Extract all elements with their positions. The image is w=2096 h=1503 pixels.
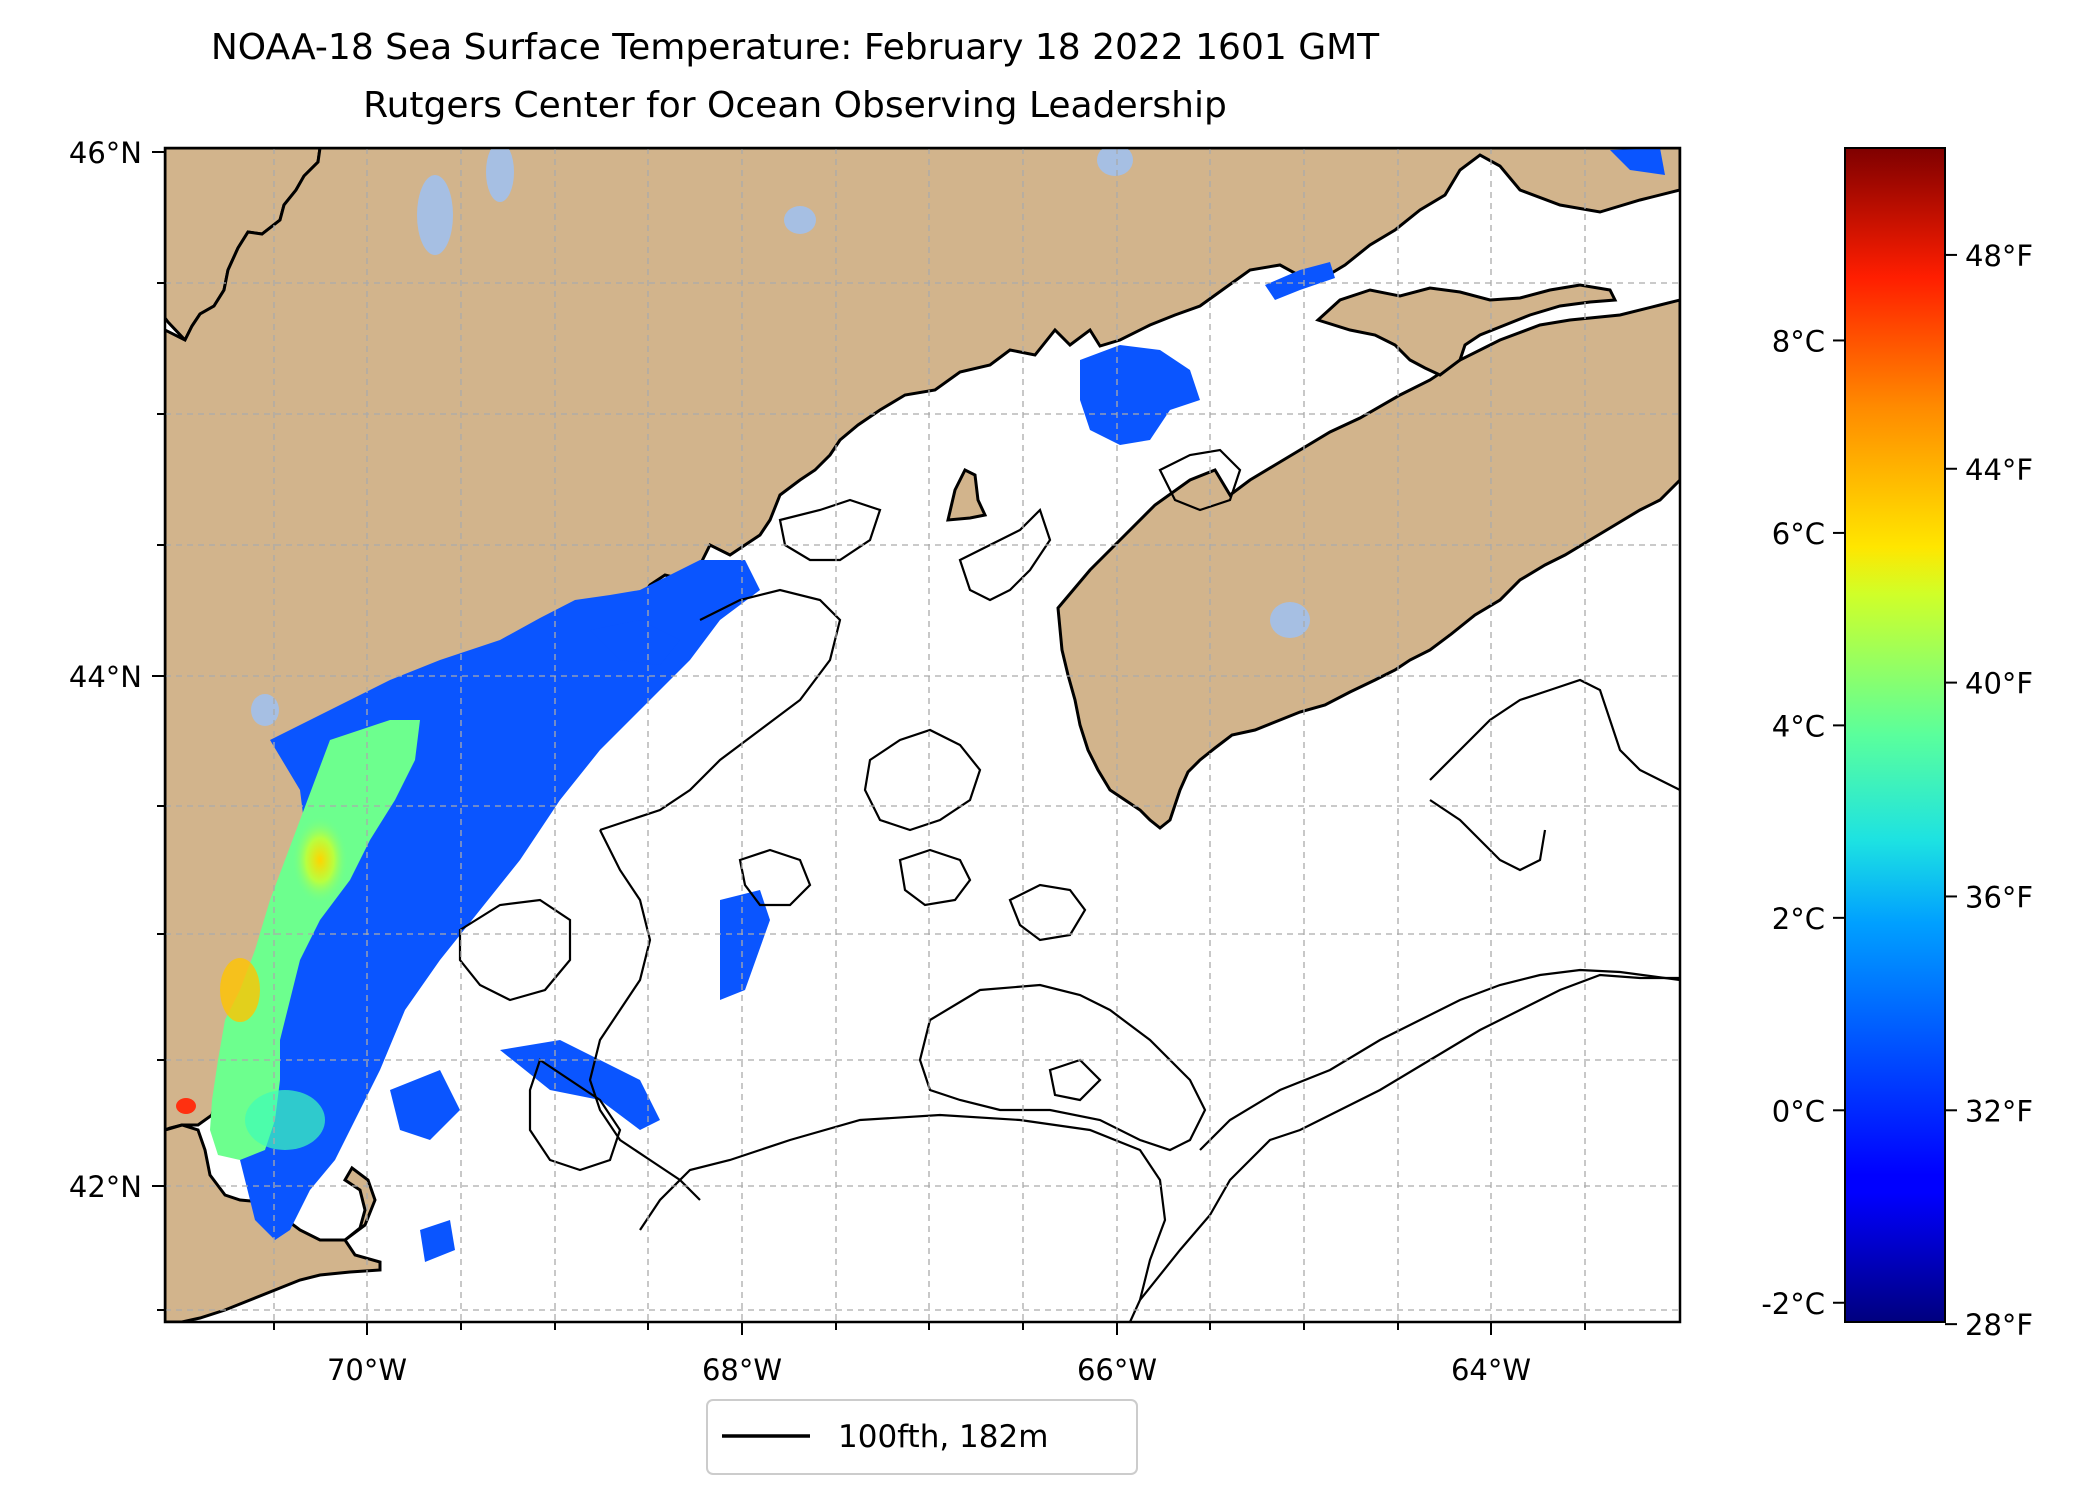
colorbar-label-celsius: 4°C [1772,709,1825,743]
lake [486,148,514,202]
colorbar-label-celsius: -2°C [1761,1287,1825,1321]
colorbar: -2°C 0°C 2°C 4°C 6°C 8°C 28°F 32°F 36°F 40°F 44°F 4… [1761,147,2033,1342]
colorbar-label-fahrenheit: 40°F [1965,667,2033,701]
lon-label: 64°W [1451,1353,1531,1387]
lon-label: 70°W [327,1353,407,1387]
colorbar-label-fahrenheit: 32°F [1965,1094,2033,1128]
lat-label: 42°N [69,1170,142,1204]
sst-warm-spot [220,958,260,1022]
gridlines [165,148,1680,1322]
land-grand-manan [946,467,988,522]
legend: 100fth, 182m [706,1399,1138,1475]
lakes [251,148,1310,726]
sst-warm-spot [245,1090,325,1150]
legend-label: 100fth, 182m [838,1419,1048,1455]
colorbar-label-celsius: 6°C [1772,517,1825,551]
lon-label: 68°W [702,1353,782,1387]
land-pei [1315,283,1618,377]
lat-label: 44°N [69,660,142,694]
colorbar-label-fahrenheit: 44°F [1965,453,2033,487]
map-frame [163,146,1682,1324]
lon-label: 66°W [1077,1353,1157,1387]
map-title: NOAA-18 Sea Surface Temperature: Februar… [210,27,1380,68]
land-nova-scotia [1056,298,1680,830]
colorbar-label-fahrenheit: 48°F [1965,239,2033,273]
lat-label: 46°N [69,136,142,170]
legend-box [706,1399,1138,1475]
sst-warm-spot [292,816,348,904]
lake [251,694,279,726]
lake [1270,602,1310,638]
colorbar-label-celsius: 2°C [1772,902,1825,936]
colorbar-label-fahrenheit: 36°F [1965,880,2033,914]
colorbar-label-fahrenheit: 28°F [1965,1308,2033,1342]
colorbar-label-celsius: 0°C [1772,1094,1825,1128]
lake [784,206,816,234]
axis-ticks [152,151,1586,1335]
map-panel [165,148,1680,1322]
map-subtitle: Rutgers Center for Ocean Observing Leade… [363,85,1227,126]
colorbar-gradient [1844,147,1946,1323]
colorbar-label-celsius: 8°C [1772,324,1825,358]
sst-warm-spot [176,1098,196,1114]
lake [1097,148,1133,176]
bathymetry-contours [458,448,1680,1322]
lake [417,175,453,255]
